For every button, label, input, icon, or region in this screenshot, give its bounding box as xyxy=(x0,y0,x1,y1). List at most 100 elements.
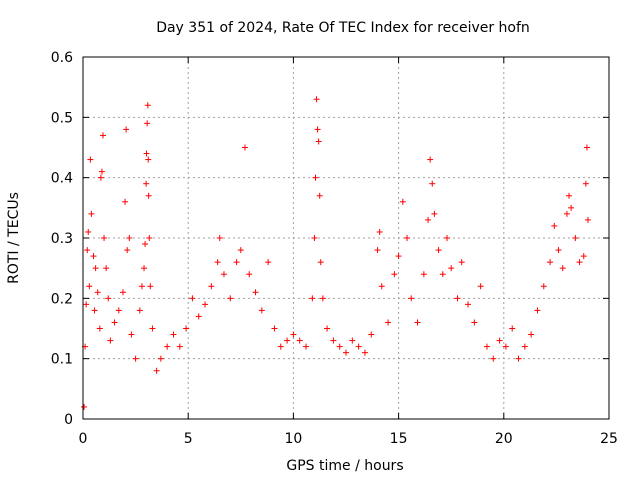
data-point xyxy=(374,247,381,254)
data-point xyxy=(90,253,97,260)
data-point xyxy=(443,235,450,241)
data-point xyxy=(330,337,337,344)
data-point xyxy=(311,235,318,241)
data-point xyxy=(132,355,139,362)
data-point xyxy=(98,168,105,175)
data-point xyxy=(349,337,356,344)
data-point xyxy=(97,174,104,181)
data-point xyxy=(145,156,152,163)
x-tick-label: 0 xyxy=(79,431,88,447)
data-point xyxy=(111,319,118,326)
data-point xyxy=(429,180,436,187)
data-point xyxy=(96,325,103,332)
data-point xyxy=(170,331,177,338)
data-point xyxy=(361,349,368,356)
data-point xyxy=(136,307,143,314)
data-point xyxy=(105,295,112,302)
data-point xyxy=(143,150,150,157)
data-point xyxy=(420,271,427,278)
data-point xyxy=(296,337,303,344)
data-point xyxy=(391,271,398,278)
data-point xyxy=(483,343,490,350)
x-tick-label: 10 xyxy=(284,431,302,447)
data-point xyxy=(534,307,541,314)
data-point xyxy=(528,331,535,338)
data-point xyxy=(378,283,385,290)
data-point xyxy=(85,228,92,235)
data-point xyxy=(435,247,442,254)
data-point xyxy=(233,259,240,266)
data-point xyxy=(146,235,153,241)
x-tick-label: 15 xyxy=(390,431,408,447)
data-point xyxy=(103,265,110,272)
y-axis-label: ROTI / TECUs xyxy=(6,192,22,284)
data-point xyxy=(265,259,272,266)
data-point xyxy=(119,289,126,296)
data-point xyxy=(277,343,284,350)
data-point xyxy=(123,126,130,133)
data-point xyxy=(183,325,190,332)
data-point xyxy=(583,144,590,151)
data-point xyxy=(99,132,106,139)
data-point xyxy=(91,307,98,314)
data-point xyxy=(242,144,249,151)
data-point xyxy=(145,192,152,199)
y-tick-label: 0.4 xyxy=(51,171,73,187)
y-tick-label: 0.3 xyxy=(51,231,73,247)
data-point xyxy=(246,271,253,278)
data-point xyxy=(87,156,94,163)
data-point xyxy=(566,192,573,199)
data-point xyxy=(509,325,516,332)
data-point xyxy=(202,301,209,308)
data-point xyxy=(176,343,183,350)
data-point xyxy=(92,265,99,272)
data-point xyxy=(515,355,522,362)
x-axis-ticks: 0 5 10 15 20 25 xyxy=(79,57,618,447)
data-point xyxy=(572,235,579,241)
data-point xyxy=(521,343,528,350)
data-point xyxy=(458,259,465,266)
data-point xyxy=(81,403,88,410)
data-point xyxy=(214,259,221,266)
data-point xyxy=(128,331,135,338)
data-point xyxy=(252,289,259,296)
y-tick-label: 0.1 xyxy=(51,352,73,368)
data-point xyxy=(303,343,310,350)
data-point xyxy=(502,343,509,350)
data-point xyxy=(454,295,461,302)
data-point xyxy=(83,301,90,308)
data-point xyxy=(147,283,154,290)
data-point xyxy=(271,325,278,332)
data-point xyxy=(208,283,215,290)
data-point xyxy=(126,235,133,241)
data-point xyxy=(471,319,478,326)
data-point xyxy=(465,301,472,308)
data-point xyxy=(431,210,438,217)
data-point xyxy=(309,295,316,302)
data-point xyxy=(576,259,583,266)
data-point xyxy=(414,319,421,326)
data-point xyxy=(195,313,202,320)
data-point xyxy=(101,235,108,241)
data-point xyxy=(496,337,503,344)
data-point xyxy=(582,180,589,187)
data-point xyxy=(86,283,93,290)
data-points xyxy=(81,96,591,410)
data-point xyxy=(216,235,223,241)
data-point xyxy=(427,156,434,163)
data-point xyxy=(124,247,131,254)
chart-title: Day 351 of 2024, Rate Of TEC Index for r… xyxy=(156,20,530,36)
x-axis-label: GPS time / hours xyxy=(286,458,403,474)
data-point xyxy=(395,253,402,260)
x-tick-label: 25 xyxy=(600,431,618,447)
y-axis-ticks: 0 0.1 0.2 0.3 0.4 0.5 0.6 xyxy=(51,50,609,428)
data-point xyxy=(559,265,566,272)
data-point xyxy=(143,180,150,187)
data-point xyxy=(490,355,497,362)
data-point xyxy=(448,265,455,272)
data-point xyxy=(399,198,406,205)
data-point xyxy=(547,259,554,266)
data-point xyxy=(404,235,411,241)
data-point xyxy=(316,192,323,199)
data-point xyxy=(368,331,375,338)
